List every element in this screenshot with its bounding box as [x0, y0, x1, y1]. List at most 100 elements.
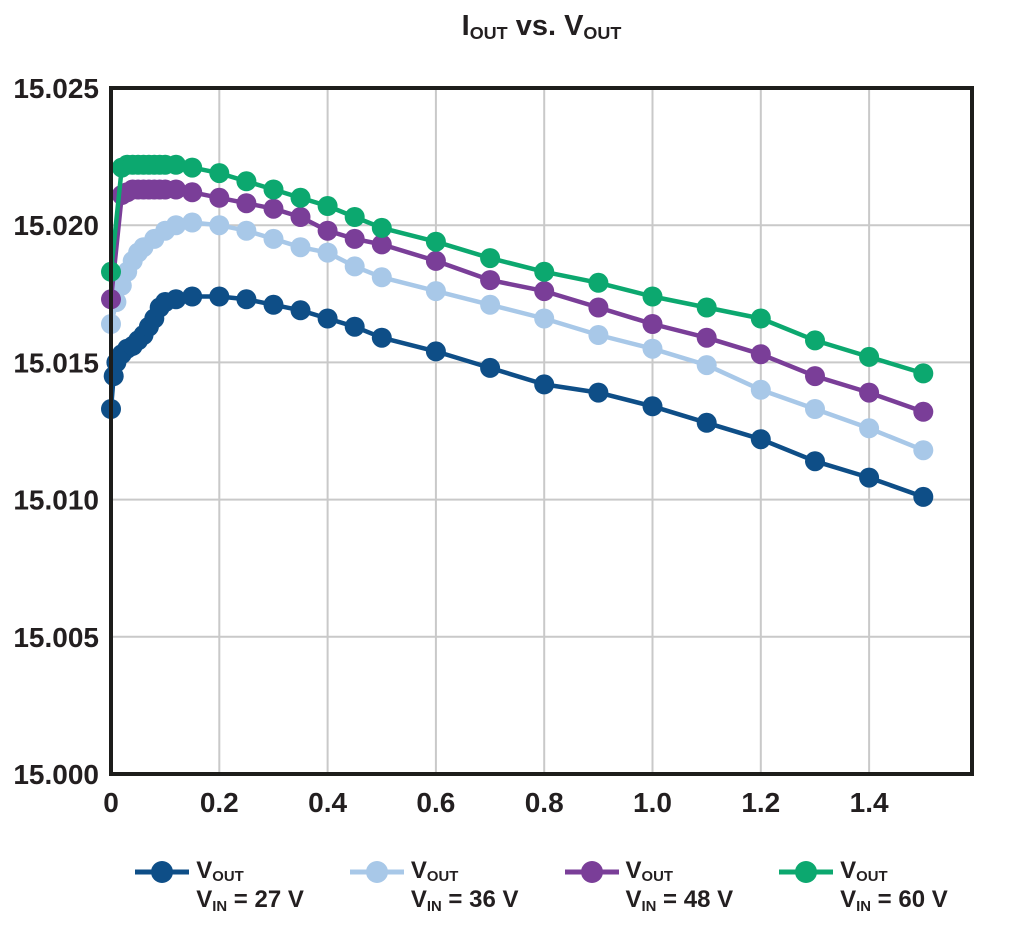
data-point — [425, 341, 446, 362]
legend-label-condition: VIN = 48 V — [625, 886, 734, 915]
data-point — [236, 193, 257, 214]
data-point — [317, 196, 338, 216]
legend-entry-48v: VOUT VIN = 48 V — [564, 856, 734, 915]
title-v: V — [564, 10, 584, 42]
title-vs: vs. — [507, 10, 565, 42]
data-point — [371, 217, 392, 238]
data-point — [913, 363, 934, 384]
data-point — [534, 261, 555, 282]
data-point — [290, 237, 311, 258]
data-point — [425, 281, 446, 302]
x-axis-tick-label: 0.2 — [200, 787, 239, 818]
y-axis-tick-label: 15.020 — [13, 210, 99, 241]
data-point — [344, 207, 365, 227]
x-axis-tick-label: 0.6 — [416, 787, 455, 818]
data-point — [859, 418, 880, 439]
data-point — [290, 300, 311, 321]
data-point — [344, 316, 365, 337]
data-point — [859, 382, 880, 403]
x-axis-tick-label: 1.2 — [741, 787, 780, 818]
data-point — [344, 228, 365, 249]
data-point — [344, 256, 365, 277]
legend-label-symbol: VOUT — [840, 857, 888, 886]
data-point — [236, 220, 257, 241]
data-point — [913, 486, 934, 507]
data-point — [588, 382, 609, 403]
data-point — [182, 212, 203, 233]
x-axis-tick-label: 0.4 — [308, 787, 347, 818]
line-chart: 15.000 15.005 15.010 15.015 15.020 15.025 0 0.2… — [13, 73, 974, 818]
data-point — [859, 467, 880, 488]
data-point — [182, 182, 203, 203]
legend-label: VOUT VIN = 36 V — [411, 856, 519, 915]
chart-title: IOUT vs. VOUT — [111, 10, 972, 43]
legend-entry-36v: VOUT VIN = 36 V — [349, 856, 519, 915]
data-point — [480, 248, 501, 269]
legend-label-condition: VIN = 36 V — [410, 886, 519, 915]
data-point — [166, 179, 186, 200]
data-point — [209, 187, 230, 208]
data-point — [696, 327, 717, 348]
y-axis-tick-label: 15.005 — [13, 622, 99, 653]
data-point — [209, 286, 230, 307]
legend-label: VOUT VIN = 60 V — [840, 856, 948, 915]
data-point — [913, 440, 934, 461]
data-point — [425, 250, 446, 271]
data-point — [236, 289, 257, 310]
data-point — [642, 338, 663, 359]
data-point — [263, 228, 284, 249]
y-axis-tick-label: 15.015 — [13, 347, 99, 378]
data-point — [642, 286, 663, 307]
data-point — [166, 154, 186, 175]
data-point — [317, 308, 338, 329]
data-point — [317, 242, 338, 263]
data-point — [859, 346, 880, 367]
data-point — [805, 451, 825, 472]
x-axis-tick-label: 1.0 — [633, 787, 672, 818]
data-point — [534, 308, 555, 329]
data-point — [588, 297, 609, 318]
data-point — [317, 220, 338, 241]
data-point — [805, 330, 825, 351]
data-point — [534, 281, 555, 302]
data-point — [696, 297, 717, 318]
data-point — [480, 357, 501, 378]
y-axis-tick-label: 15.025 — [13, 73, 99, 104]
data-point — [263, 294, 284, 315]
data-point — [750, 344, 771, 365]
data-point — [425, 231, 446, 252]
data-point — [209, 215, 230, 236]
data-point — [750, 379, 771, 400]
legend-label-symbol: VOUT — [196, 857, 244, 886]
series-line — [108, 294, 926, 500]
legend-marker-27v-icon — [135, 861, 190, 883]
data-point — [750, 308, 771, 329]
title-v-sub: OUT — [583, 22, 622, 43]
data-point — [696, 412, 717, 433]
title-i-sub: OUT — [469, 22, 508, 43]
y-axis-tick-label: 15.000 — [13, 759, 99, 790]
x-axis-tick-label: 1.4 — [850, 787, 889, 818]
legend-marker-48v-icon — [564, 861, 619, 883]
data-point — [182, 157, 203, 178]
data-point — [534, 374, 555, 395]
legend-marker-60v-icon — [779, 861, 834, 883]
plot-area: 15.000 15.005 15.010 15.015 15.020 15.025 0 0.2… — [13, 73, 974, 818]
data-point — [588, 272, 609, 293]
y-axis-tick-label: 15.010 — [13, 485, 99, 516]
data-point — [588, 325, 609, 345]
legend-label-symbol: VOUT — [625, 857, 673, 886]
legend-label: VOUT VIN = 27 V — [196, 856, 304, 915]
x-axis-tick-label: 0 — [103, 787, 119, 818]
data-point — [290, 187, 311, 208]
legend-marker-36v-icon — [349, 861, 404, 883]
title-i: I — [461, 10, 470, 42]
data-point — [750, 429, 771, 450]
legend-entry-60v: VOUT VIN = 60 V — [779, 856, 948, 915]
data-point — [696, 355, 717, 376]
data-point — [236, 171, 257, 192]
data-point — [371, 234, 392, 255]
data-point — [913, 401, 934, 422]
legend-label: VOUT VIN = 48 V — [626, 856, 734, 915]
